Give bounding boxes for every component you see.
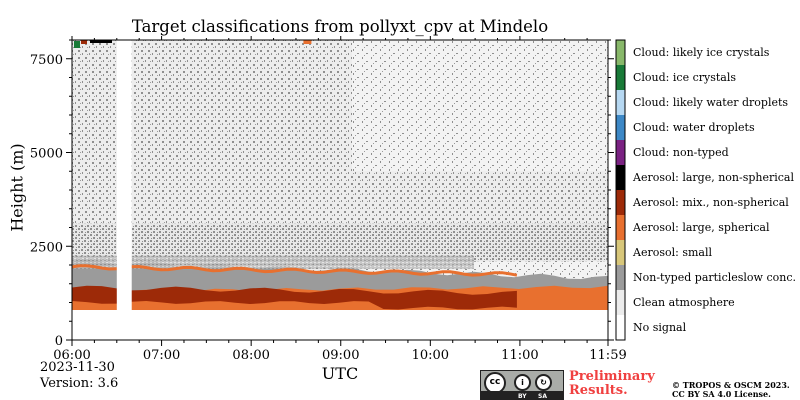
plot-area: [71, 39, 609, 341]
y-tick-label: 0: [55, 334, 63, 349]
x-tick-label: 08:00: [232, 348, 269, 363]
y-axis-label: Height (m): [7, 143, 27, 232]
colorbar-label: Non-typed particleslow conc.: [633, 270, 796, 284]
colorbar-label: Cloud: non-typed: [633, 145, 729, 159]
y-tick-label: 7500: [30, 53, 63, 68]
aerosol-mixed-nonspherical-band: [72, 285, 517, 310]
colorbar-label: Aerosol: large, non-spherical: [633, 170, 795, 184]
x-tick-label: 06:00: [53, 348, 90, 363]
colorbar-swatch: [616, 140, 625, 165]
share-alike-icon: ↻: [535, 374, 552, 391]
colorbar-swatch: [616, 190, 625, 215]
colorbar-swatch: [616, 115, 625, 140]
aerosol-speck-2: [90, 40, 112, 43]
particle-layer-fringe: [72, 255, 474, 269]
no-signal-region: [72, 310, 608, 340]
x-tick-label: 09:00: [322, 348, 359, 363]
colorbar-swatch: [616, 240, 625, 265]
colorbar-frame: [615, 39, 626, 341]
speckle-region-lower: [72, 223, 608, 262]
cloud-ice-speck: [74, 41, 80, 48]
colorbar-label: Cloud: likely water droplets: [633, 95, 789, 109]
colorbar-swatch: [616, 265, 625, 290]
colorbar: [615, 39, 626, 341]
colorbar-label: Cloud: water droplets: [633, 120, 755, 134]
date-label: 2023-11-30: [40, 360, 115, 375]
x-tick-label: 11:00: [501, 348, 538, 363]
colorbar-label: Aerosol: small: [633, 245, 712, 259]
aerosol-speck-3: [303, 40, 312, 44]
colorbar-swatch: [616, 165, 625, 190]
y-tick-label: 5000: [30, 147, 63, 162]
cc-sa-text: SA: [538, 393, 547, 400]
colorbar-label: Aerosol: large, spherical: [633, 220, 770, 234]
colorbar-label: Cloud: likely ice crystals: [633, 45, 770, 59]
person-icon: i: [514, 374, 531, 391]
chart-title: Target classifications from pollyxt_cpv …: [131, 17, 549, 36]
colorbar-swatch: [616, 65, 625, 90]
results-label: Results.: [569, 383, 628, 398]
colorbar-swatch: [616, 290, 625, 315]
y-axis: 0 2500 5000 7500: [30, 39, 614, 349]
x-tick-label: 07:00: [143, 348, 180, 363]
colorbar-swatch: [616, 315, 625, 340]
colorbar-swatch: [616, 215, 625, 240]
colorbar-label: Clean atmosphere: [633, 295, 735, 309]
preliminary-label: Preliminary: [569, 369, 655, 384]
copyright-line-1: © TROPOS & OSCM 2023.: [672, 380, 790, 390]
x-tick-label: 10:00: [412, 348, 449, 363]
cc-license-badge: cc i ↻ BY SA: [480, 370, 564, 400]
colorbar-swatch: [616, 90, 625, 115]
copyright-line-2: CC BY SA 4.0 License.: [672, 389, 771, 399]
data-gap: [116, 40, 132, 340]
x-axis: 06:00 07:00 08:00 09:00 10:00 11:00 11:59: [53, 36, 627, 363]
aerosol-thin-layer: [71, 264, 518, 277]
version-label: Version: 3.6: [40, 376, 119, 391]
aerosol-speck-1: [81, 40, 87, 44]
cc-badge-strip: [481, 391, 563, 399]
y-tick-label: 2500: [30, 240, 63, 255]
x-tick-label: 11:59: [589, 348, 626, 363]
x-axis-label: UTC: [321, 364, 359, 383]
colorbar-label: Cloud: ice crystals: [633, 70, 736, 84]
colorbar-label: No signal: [633, 320, 687, 334]
cc-by-text: BY: [518, 393, 527, 400]
colorbar-swatch: [616, 40, 625, 65]
colorbar-label: Aerosol: mix., non-spherical: [633, 195, 789, 209]
